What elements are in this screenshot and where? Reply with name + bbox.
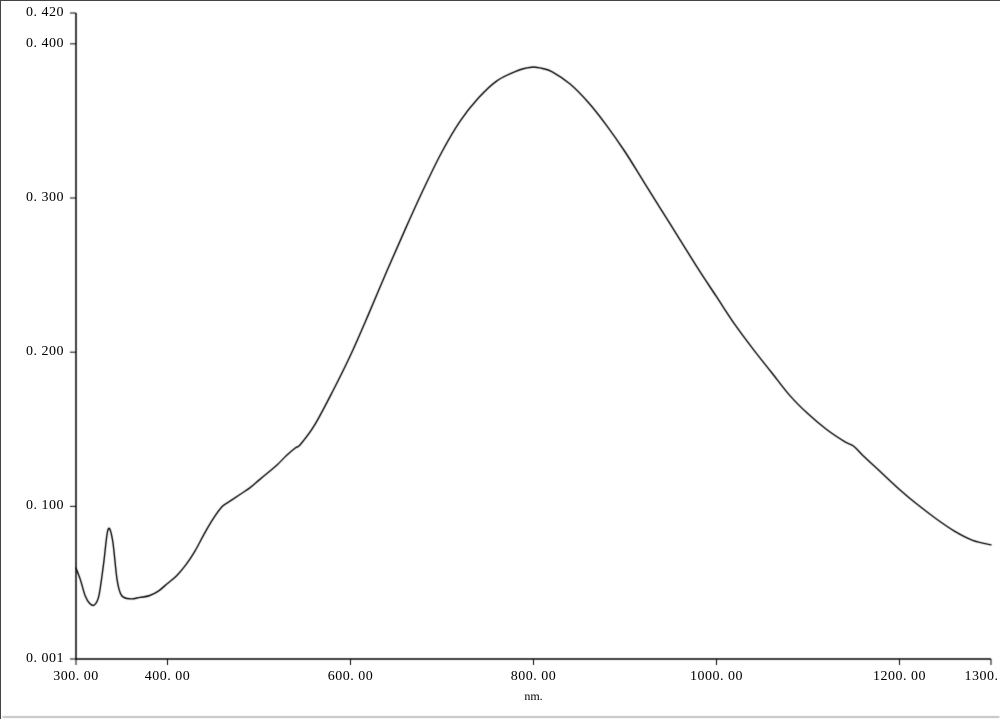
y-tick-label: 0. 300: [26, 190, 64, 206]
y-tick-label: 0. 001: [26, 651, 64, 667]
y-tick-label: 0. 400: [26, 36, 64, 52]
x-tick-label: 400. 00: [145, 669, 191, 685]
x-tick-label: 800. 00: [511, 669, 557, 685]
spectrum-chart: 0. 001 0. 100 0. 200 0. 300 0. 400 0. 420 300.…: [0, 0, 1000, 719]
x-tick-label: 1200. 00: [873, 669, 926, 685]
x-tick-label: 600. 00: [328, 669, 374, 685]
y-tick-label: 0. 420: [26, 5, 64, 21]
y-tick-label: 0. 100: [26, 498, 64, 514]
x-tick-label: 300. 00: [53, 669, 99, 685]
chart-canvas: [1, 1, 1000, 720]
x-tick-label: 1300. 00: [965, 669, 1000, 685]
y-tick-label: 0. 200: [26, 344, 64, 360]
x-axis-label: nm.: [524, 689, 542, 704]
x-tick-label: 1000. 00: [690, 669, 743, 685]
